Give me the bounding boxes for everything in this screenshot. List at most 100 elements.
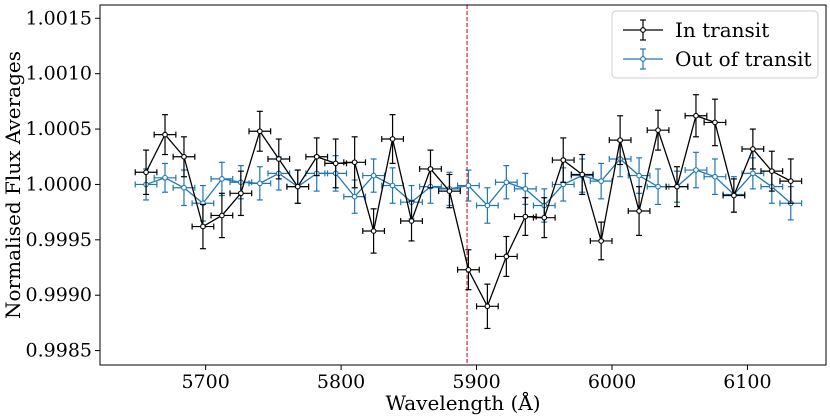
data-point-out-of-transit (370, 172, 377, 179)
data-point-in-transit (143, 169, 149, 176)
y-tick-label: 0.9995 (26, 229, 92, 251)
data-point-in-transit (787, 178, 794, 184)
series-out-of-transit (134, 140, 803, 224)
errorbar-in-transit (608, 115, 632, 166)
series-in-transit (134, 94, 803, 330)
errorbar-in-transit (646, 109, 670, 151)
errorbar-in-transit (722, 178, 746, 213)
data-point-in-transit (238, 190, 244, 197)
errorbar-out-of-transit (494, 165, 518, 200)
x-tick-label: 6000 (588, 371, 636, 393)
errorbar-in-transit (475, 283, 499, 330)
data-point-in-transit (181, 153, 187, 160)
data-point-out-of-transit (484, 202, 491, 209)
legend-label-in-transit: In transit (675, 18, 769, 42)
data-point-out-of-transit (693, 167, 699, 173)
y-tick-label: 1.0005 (26, 118, 92, 140)
data-point-in-transit (313, 153, 320, 160)
legend-entry-out-of-transit (623, 48, 663, 70)
data-point-in-transit (636, 208, 642, 214)
y-axis-label: Normalised Flux Averages (1, 51, 25, 319)
x-tick-label: 5900 (452, 371, 500, 393)
data-point-in-transit (731, 192, 737, 199)
errorbar-in-transit (305, 137, 329, 177)
series-group (134, 94, 803, 330)
errorbar-in-transit (286, 169, 310, 204)
data-point-in-transit (712, 119, 718, 126)
legend-entry-in-transit (623, 19, 663, 41)
errorbar-in-transit (438, 173, 461, 209)
errorbar-in-transit (665, 166, 689, 208)
legend-marker (640, 27, 646, 33)
errorbar-in-transit (760, 150, 784, 192)
errorbar-out-of-transit (381, 167, 405, 204)
errorbar-in-transit (741, 128, 765, 170)
data-point-out-of-transit (750, 170, 756, 177)
data-point-out-of-transit (655, 183, 661, 190)
legend-marker (640, 56, 646, 62)
data-point-in-transit (275, 156, 282, 162)
x-tick-label: 6100 (723, 371, 771, 393)
errorbar-out-of-transit (248, 166, 272, 201)
errorbar-in-transit (513, 197, 537, 236)
data-point-in-transit (446, 188, 453, 194)
x-tick-label: 5700 (181, 371, 229, 393)
errorbar-in-transit (684, 94, 708, 138)
data-point-in-transit (484, 303, 491, 310)
data-point-in-transit (427, 166, 434, 172)
data-point-out-of-transit (560, 181, 567, 188)
data-point-in-transit (693, 112, 699, 119)
data-point-out-of-transit (181, 184, 187, 191)
errorbar-in-transit (456, 249, 480, 291)
errorbar-out-of-transit (703, 158, 727, 196)
data-point-in-transit (162, 131, 168, 138)
errorbar-in-transit (532, 197, 556, 239)
errorbar-in-transit (570, 153, 594, 196)
errorbar-in-transit (267, 138, 291, 180)
errorbar-in-transit (400, 200, 423, 242)
errorbar-in-transit (627, 186, 651, 236)
data-point-in-transit (617, 137, 623, 143)
errorbar-in-transit (589, 221, 613, 261)
errorbar-out-of-transit (456, 169, 480, 202)
y-tick-label: 0.9990 (26, 284, 92, 306)
data-point-in-transit (408, 218, 415, 224)
errorbar-in-transit (191, 203, 215, 250)
errorbar-in-transit (362, 208, 386, 254)
errorbar-in-transit (494, 235, 518, 277)
errorbar-in-transit (779, 158, 803, 204)
errorbar-in-transit (248, 110, 272, 152)
legend-box (611, 10, 819, 79)
x-tick-labels: 5700 5800 5900 6000 6100 (181, 371, 771, 393)
errorbar-in-transit (343, 136, 367, 189)
data-point-out-of-transit (219, 176, 225, 182)
data-point-in-transit (200, 223, 206, 230)
data-point-out-of-transit (503, 179, 510, 186)
data-point-in-transit (332, 160, 339, 167)
errorbar-out-of-transit (475, 187, 499, 224)
errorbar-in-transit (703, 98, 727, 147)
y-tick-labels: 0.9985 0.9990 0.9995 1.0000 1.0005 1.0010 1.00… (26, 7, 92, 361)
data-point-in-transit (655, 127, 661, 134)
data-point-in-transit (560, 157, 567, 163)
data-point-out-of-transit (351, 193, 358, 200)
data-point-in-transit (256, 128, 263, 135)
axes-ticks (95, 17, 748, 370)
data-point-in-transit (351, 159, 358, 166)
errorbar-in-transit (153, 114, 177, 156)
legend-label-out-of-transit: Out of transit (675, 47, 812, 71)
errorbar-out-of-transit (589, 162, 613, 200)
errorbar-in-transit (381, 114, 405, 164)
x-tick-label: 5800 (317, 371, 365, 393)
y-tick-label: 1.0010 (26, 63, 92, 85)
data-point-in-transit (579, 171, 586, 178)
data-point-in-transit (370, 228, 377, 234)
data-point-out-of-transit (389, 182, 396, 189)
y-tick-label: 1.0000 (26, 173, 92, 195)
data-point-in-transit (465, 266, 472, 273)
data-point-in-transit (598, 238, 605, 244)
errorbar-in-transit (134, 149, 158, 196)
data-point-in-transit (503, 253, 510, 260)
data-point-out-of-transit (636, 172, 642, 179)
